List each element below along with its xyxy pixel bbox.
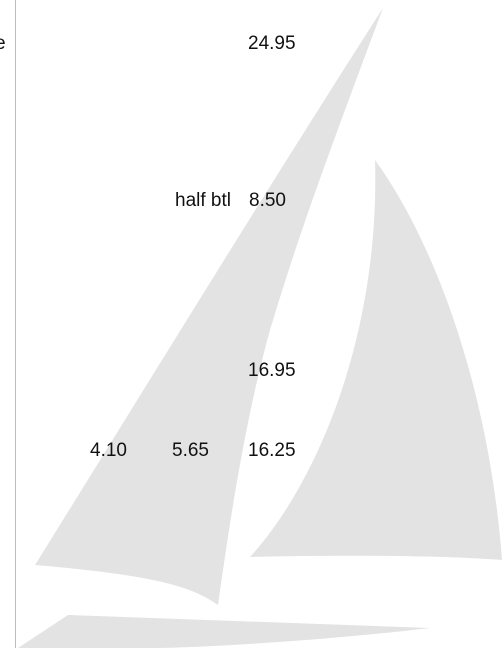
price: 5.65 [172,440,209,461]
cut-text: e [0,33,6,54]
item-label: half btl [175,190,231,211]
price: 16.95 [248,360,296,381]
jib-sail [250,160,502,560]
price: 16.25 [248,440,296,461]
hull [18,615,430,648]
price: 24.95 [248,33,296,54]
price: 8.50 [249,190,286,211]
price: 4.10 [90,440,127,461]
main-sail [35,8,383,605]
